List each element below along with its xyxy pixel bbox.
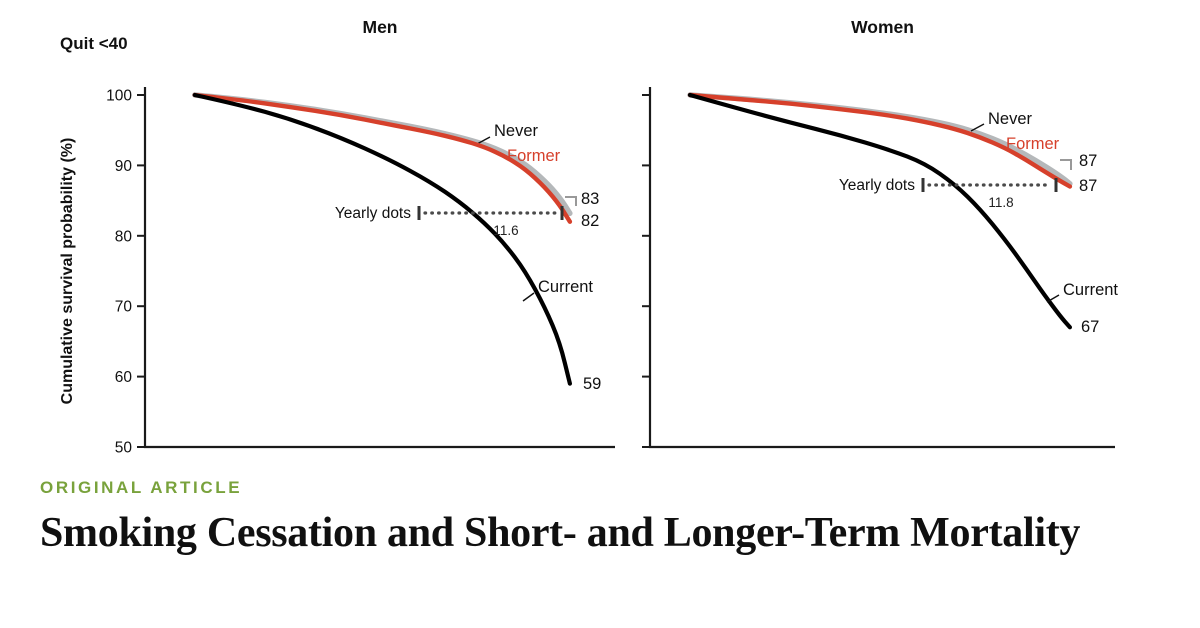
article-title: Smoking Cessation and Short- and Longer-…	[40, 510, 1081, 556]
y-tick-label: 100	[106, 88, 132, 105]
women-former-line	[687, 92, 1073, 189]
series-label-never: Never	[494, 122, 539, 140]
survival-charts: Men 100 90 80 70 60 50 Never 83 Former 82 Current 59…	[59, 17, 1118, 457]
y-tick-label: 80	[115, 228, 133, 245]
end-value-label-never: 83	[581, 190, 599, 208]
series-label-never: Never	[988, 110, 1033, 128]
end-value-label-former: 82	[581, 212, 599, 230]
gap-years-value: 11.6	[493, 223, 518, 238]
value-bracket	[1060, 159, 1072, 170]
end-value-label-never: 87	[1079, 152, 1097, 170]
end-value-label-former: 87	[1079, 177, 1097, 195]
article-block: ORIGINAL ARTICLE Smoking Cessation and S…	[40, 478, 1180, 557]
y-tick-label: 50	[115, 440, 133, 457]
label-leader	[522, 292, 535, 302]
quit-age-label: Quit <40	[60, 34, 128, 53]
men-current-line	[192, 92, 572, 386]
article-kicker: ORIGINAL ARTICLE	[40, 478, 243, 497]
axes	[143, 87, 615, 449]
yearly-dots-label: Yearly dots	[839, 177, 915, 194]
women-current-line	[687, 92, 1072, 330]
value-bracket	[565, 196, 577, 206]
label-leader	[970, 123, 985, 132]
gap-years-value: 11.8	[988, 195, 1013, 210]
panel-title-men: Men	[363, 17, 398, 37]
panel-women: Women Never 87 Former 87 Current 67 Yearly dots…	[642, 17, 1118, 449]
label-leader	[1046, 294, 1060, 303]
panel-title-women: Women	[851, 17, 914, 37]
y-tick-label: 60	[115, 369, 133, 386]
y-tick-label: 90	[115, 158, 133, 175]
y-tick-label: 70	[115, 299, 133, 316]
series-label-former: Former	[1006, 135, 1060, 153]
label-leader	[476, 136, 491, 145]
y-axis-title: Cumulative survival probability (%)	[59, 138, 76, 405]
series-label-current: Current	[538, 278, 593, 296]
series-label-current: Current	[1063, 281, 1118, 299]
series-label-former: Former	[507, 147, 561, 165]
men-former-line	[192, 92, 573, 224]
end-value-label-current: 67	[1081, 318, 1099, 336]
end-value-label-current: 59	[583, 375, 601, 393]
panel-men: Men 100 90 80 70 60 50 Never 83 Former 82 Current 59…	[106, 17, 615, 457]
yearly-dots-label: Yearly dots	[335, 205, 411, 222]
